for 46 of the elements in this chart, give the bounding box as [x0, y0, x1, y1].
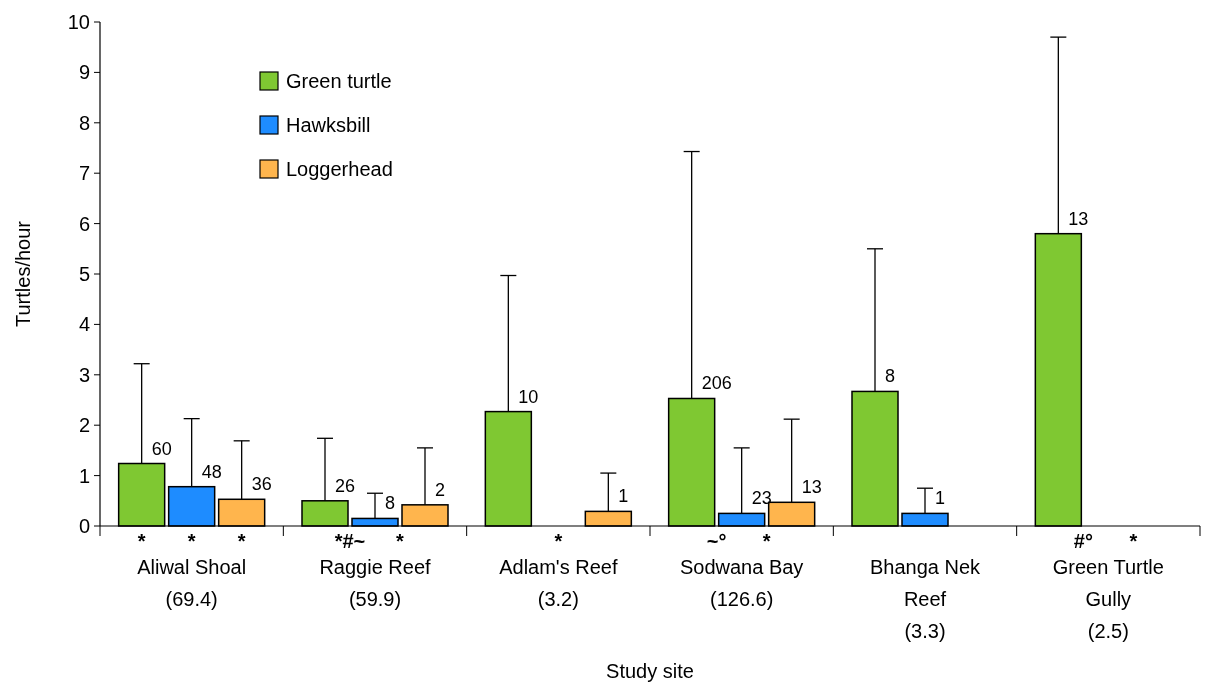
- x-tick-label: Sodwana Bay (126.6): [679, 556, 804, 610]
- y-tick-label: 3: [78, 363, 90, 386]
- x-tick-label: Adlam's Reef (3.2): [499, 556, 618, 610]
- y-tick-label: 4: [78, 313, 90, 336]
- y-tick-label: 10: [67, 11, 90, 33]
- annotation: *: [762, 530, 771, 552]
- x-axis-title: Study site: [606, 660, 694, 682]
- annotation: 206: [701, 373, 732, 394]
- y-tick-label: 5: [78, 263, 90, 285]
- legend-label: Green turtle: [286, 70, 392, 92]
- annotation: *#~: [334, 530, 366, 552]
- y-tick-label: 7: [78, 162, 90, 185]
- annotation: *: [554, 530, 563, 552]
- x-tick-label: Aliwal Shoal (69.4): [137, 556, 247, 610]
- annotation: 13: [801, 477, 822, 498]
- y-tick-label: 6: [78, 212, 90, 235]
- y-tick-label: 1: [78, 464, 90, 487]
- annotation: 48: [201, 461, 222, 482]
- annotation: 8: [885, 366, 896, 387]
- annotation: 10: [518, 386, 539, 407]
- y-tick-label: 0: [78, 515, 90, 537]
- annotation: 1: [618, 486, 629, 507]
- annotation: 1: [935, 488, 946, 509]
- annotation: ~°: [706, 530, 727, 552]
- annotation: 26: [335, 475, 356, 496]
- y-axis-title: Turtles/hour: [12, 220, 34, 327]
- annotation: *: [187, 530, 196, 552]
- annotation: 60: [151, 438, 172, 459]
- annotation: 8: [385, 493, 396, 514]
- annotation: #°: [1073, 530, 1093, 552]
- x-tick-label: Green Turtle Gully (2.5): [1052, 556, 1164, 642]
- annotation: 36: [251, 474, 272, 495]
- annotation: 13: [1068, 208, 1089, 229]
- annotation: 2: [435, 479, 446, 500]
- legend-label: Hawksbill: [286, 114, 371, 136]
- y-tick-label: 2: [78, 414, 90, 437]
- x-tick-label: Raggie Reef (59.9): [319, 556, 432, 610]
- legend-label: Loggerhead: [286, 158, 393, 180]
- annotation: *: [396, 530, 405, 552]
- y-tick-label: 8: [78, 111, 90, 134]
- y-tick-label: 9: [78, 61, 90, 84]
- annotation: 23: [751, 488, 772, 509]
- annotation: *: [237, 530, 246, 552]
- annotation: *: [1129, 530, 1138, 552]
- annotation: *: [137, 530, 146, 552]
- x-tick-label: Bhanga Nek Reef (3.3): [869, 556, 982, 642]
